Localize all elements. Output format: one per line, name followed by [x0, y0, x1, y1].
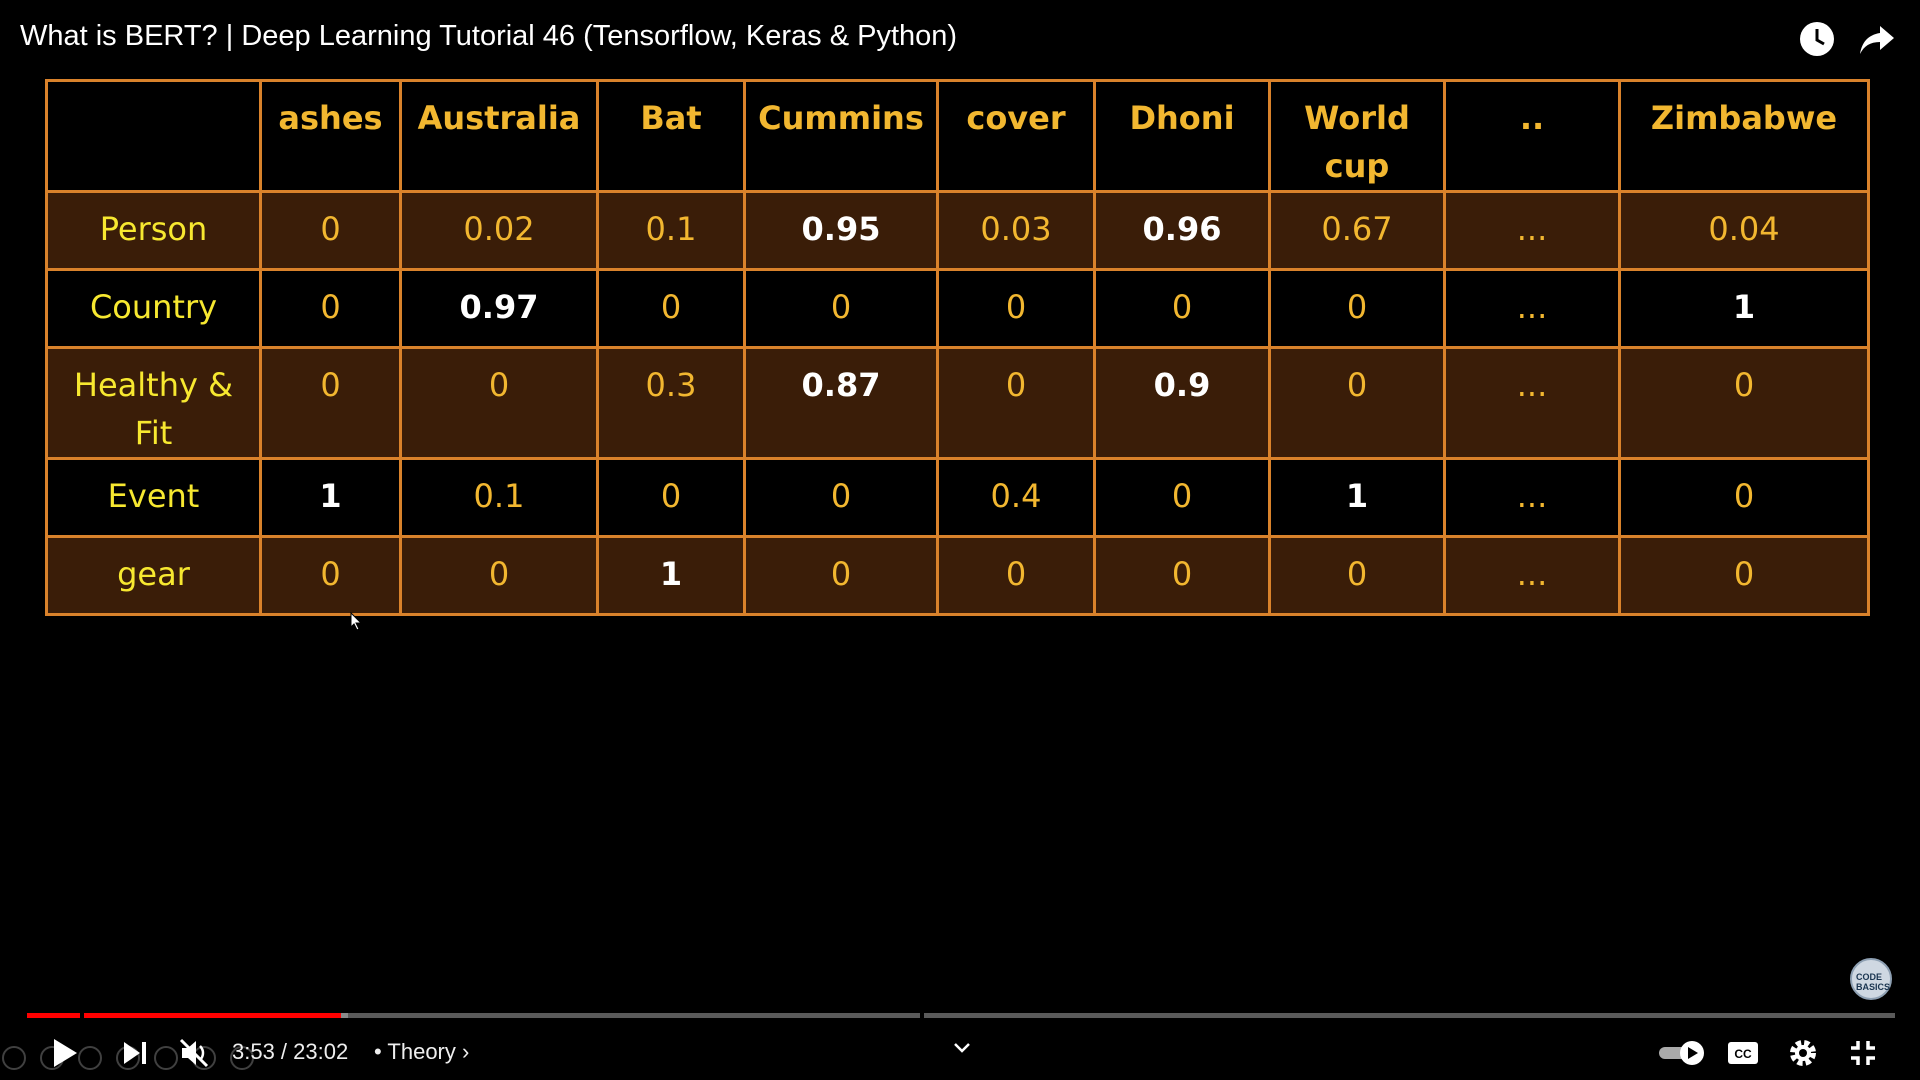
column-header: ashes	[259, 79, 402, 193]
table-cell: 0.1	[596, 190, 746, 271]
table-cell: ...	[1443, 190, 1621, 271]
table-cell: 0	[1093, 268, 1271, 349]
table-cell: 0.96	[1093, 190, 1271, 271]
chapter-marker	[920, 1013, 924, 1018]
channel-logo[interactable]: CODE BASICS	[1850, 958, 1892, 1000]
autoplay-toggle[interactable]	[1655, 1030, 1709, 1076]
table-cell: 0	[259, 535, 402, 616]
table-row: Event 1 0.1 0 0 0.4 0 1 ... 0	[45, 457, 1870, 538]
table-cell: 0	[743, 457, 939, 538]
table-cell: 0.02	[399, 190, 599, 271]
table-cell: 0	[1268, 346, 1446, 460]
table-cell: 1	[1268, 457, 1446, 538]
next-button[interactable]	[112, 1030, 158, 1076]
embedding-table: ashes Australia Bat Cummins cover Dhoni …	[45, 79, 1870, 616]
table-cell: 0	[1268, 268, 1446, 349]
column-header	[45, 79, 262, 193]
table-cell: 0.04	[1618, 190, 1870, 271]
annotation-tools	[2, 1046, 254, 1070]
expand-chevron-icon[interactable]	[950, 1036, 974, 1060]
table-cell: 0	[1618, 457, 1870, 538]
table-row: gear 0 0 1 0 0 0 0 ... 0	[45, 535, 1870, 616]
table-cell: 0	[1093, 457, 1271, 538]
table-cell: 1	[259, 457, 402, 538]
table-cell: 0	[936, 346, 1096, 460]
row-label: Person	[45, 190, 262, 271]
settings-button[interactable]	[1780, 1030, 1826, 1076]
table-cell: 0.1	[399, 457, 599, 538]
chapter-marker	[80, 1013, 84, 1018]
table-cell: 0.9	[1093, 346, 1271, 460]
table-cell: 0	[259, 346, 402, 460]
table-row: Person 0 0.02 0.1 0.95 0.03 0.96 0.67 ..…	[45, 190, 1870, 271]
captions-icon: CC	[1728, 1042, 1758, 1064]
play-button[interactable]	[42, 1030, 88, 1076]
table-cell: 0	[259, 268, 402, 349]
table-cell: ...	[1443, 346, 1621, 460]
table-cell: 0.03	[936, 190, 1096, 271]
column-header: Cummins	[743, 79, 939, 193]
table-cell: 0.3	[596, 346, 746, 460]
video-title[interactable]: What is BERT? | Deep Learning Tutorial 4…	[20, 20, 958, 52]
chapter-title[interactable]: • Theory ›	[374, 1039, 470, 1064]
row-label: Healthy & Fit	[45, 346, 262, 460]
column-header: Dhoni	[1093, 79, 1271, 193]
table-cell: 0	[1618, 535, 1870, 616]
table-cell: 0	[936, 535, 1096, 616]
column-header: Bat	[596, 79, 746, 193]
table-cell: 1	[1618, 268, 1870, 349]
column-header: ..	[1443, 79, 1621, 193]
table-cell: 0	[743, 535, 939, 616]
progress-bar[interactable]	[27, 1013, 1895, 1018]
table-cell: ...	[1443, 457, 1621, 538]
table-cell: 0	[1618, 346, 1870, 460]
table-cell: 0.95	[743, 190, 939, 271]
column-header: Australia	[399, 79, 599, 193]
next-icon	[124, 1042, 146, 1064]
table-cell: 0.67	[1268, 190, 1446, 271]
column-header: World cup	[1268, 79, 1446, 193]
captions-button[interactable]: CC	[1720, 1030, 1766, 1076]
exit-fullscreen-icon	[1851, 1041, 1875, 1065]
logo-text: CODE BASICS	[1856, 972, 1891, 992]
column-header: cover	[936, 79, 1096, 193]
exit-fullscreen-button[interactable]	[1840, 1030, 1886, 1076]
table-cell: ...	[1443, 535, 1621, 616]
table-cell: 0	[399, 346, 599, 460]
table-cell: 0	[399, 535, 599, 616]
table-row: Country 0 0.97 0 0 0 0 0 ... 1	[45, 268, 1870, 349]
settings-icon	[1790, 1040, 1816, 1066]
title-bar: What is BERT? | Deep Learning Tutorial 4…	[0, 0, 1920, 80]
table-cell: 0	[936, 268, 1096, 349]
header-row: ashes Australia Bat Cummins cover Dhoni …	[45, 79, 1870, 193]
mute-button[interactable]	[172, 1030, 218, 1076]
column-header: Zimbabwe	[1618, 79, 1870, 193]
row-label: Country	[45, 268, 262, 349]
table-cell: 0.4	[936, 457, 1096, 538]
time-display: 3:53 / 23:02	[232, 1039, 349, 1064]
table-cell: 0	[743, 268, 939, 349]
table-cell: ...	[1443, 268, 1621, 349]
table-cell: 0	[596, 457, 746, 538]
share-icon[interactable]	[1856, 18, 1898, 60]
table-cell: 1	[596, 535, 746, 616]
play-icon	[54, 1039, 77, 1067]
table-cell: 0	[596, 268, 746, 349]
progress-played	[27, 1013, 341, 1018]
svg-text:CC: CC	[1734, 1047, 1752, 1061]
row-label: gear	[45, 535, 262, 616]
table-cell: 0	[259, 190, 402, 271]
watch-later-icon[interactable]	[1796, 18, 1838, 60]
table-row: Healthy & Fit 0 0 0.3 0.87 0 0.9 0 ... 0	[45, 346, 1870, 460]
table-cell: 0	[1268, 535, 1446, 616]
table-cell: 0	[1093, 535, 1271, 616]
table-cell: 0.97	[399, 268, 599, 349]
row-label: Event	[45, 457, 262, 538]
mouse-cursor-icon	[350, 612, 363, 631]
player-controls: 3:53 / 23:02 • Theory › CC	[0, 1022, 1920, 1080]
autoplay-toggle-icon	[1659, 1041, 1704, 1065]
table-cell: 0.87	[743, 346, 939, 460]
mute-icon	[179, 1038, 209, 1068]
